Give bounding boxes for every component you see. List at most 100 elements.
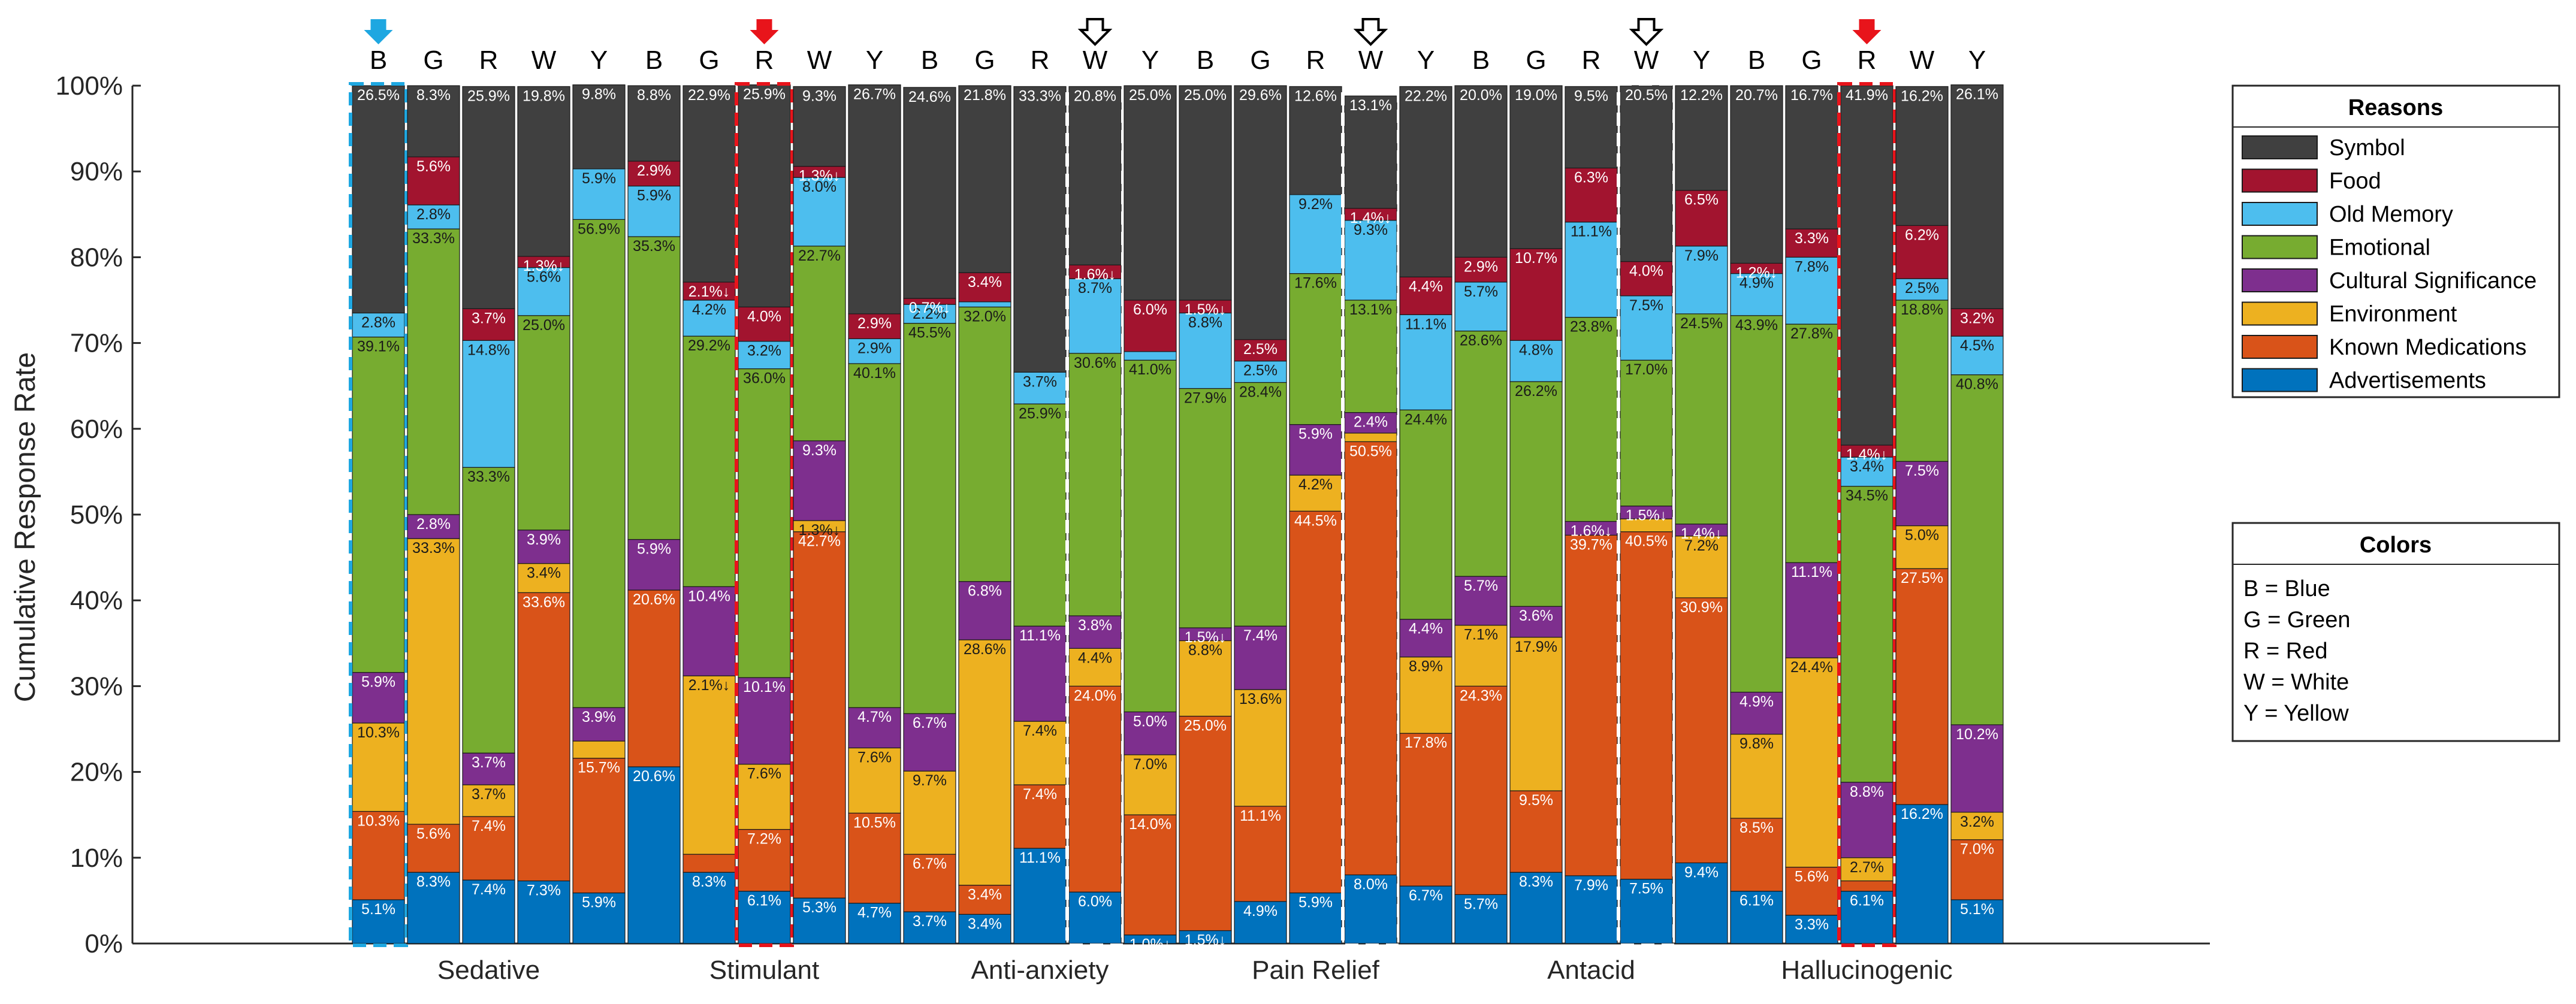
bar-group: Hallucinogenic6.1%8.5%9.8%4.9%43.9%4.9%1…: [1730, 19, 2004, 985]
data-label: 28.4%: [1239, 383, 1282, 400]
data-label: 25.9%: [743, 86, 786, 103]
data-label: 30.6%: [1074, 355, 1116, 371]
bar-segment: [1895, 525, 1949, 569]
data-label: 8.3%: [416, 873, 451, 890]
bar-segment: [958, 301, 1011, 308]
data-label: 2.5%: [1905, 280, 1939, 297]
bar-segment: [1179, 640, 1232, 717]
bar-group: Antacid 5.7% 24.3% 7.1% 5.7% 28.6% 5.7% 2.9% 20.…: [1454, 18, 1728, 985]
data-label: 19.8%: [523, 87, 565, 104]
color-letter: W: [1910, 46, 1935, 75]
bar-segment: [1730, 733, 1783, 819]
bar-segment: [1179, 715, 1232, 932]
legend-color-key: W = White: [2243, 670, 2349, 695]
data-label: 13.6%: [1239, 691, 1282, 707]
bar-segment: [793, 246, 846, 441]
data-label: 6.2%: [1905, 226, 1939, 243]
bar-segment: [1289, 424, 1342, 476]
data-label: 4.4%: [1409, 621, 1443, 637]
data-label: 5.9%: [637, 541, 671, 558]
data-label: 33.3%: [467, 468, 510, 485]
data-label: 56.9%: [578, 220, 620, 237]
data-label: 7.5%: [1905, 462, 1939, 479]
data-label: 20.6%: [633, 768, 675, 785]
bar-segment: [1785, 562, 1838, 658]
bar-segment: [1124, 814, 1177, 936]
data-label: 10.4%: [688, 588, 730, 604]
bar-segment: [407, 872, 460, 944]
data-label: 22.7%: [798, 247, 841, 264]
bar-segment: [1730, 818, 1783, 892]
stacked-bar: 6.1% 7.2% 7.6% 10.1% 36.0% 3.2% 4.0% 25.9% R: [735, 19, 794, 947]
y-tick-label: 60%: [70, 415, 123, 444]
group-label: Stimulant: [709, 955, 819, 985]
data-label: 1.5%↓: [1185, 629, 1226, 646]
bar-segment: [1344, 220, 1397, 301]
y-tick-label: 90%: [70, 157, 123, 186]
bar-segment: [1675, 597, 1728, 863]
bar-segment: [682, 675, 736, 855]
bar-segment: [1840, 85, 1894, 446]
data-label: 1.4%↓: [1846, 446, 1888, 463]
legend-swatch: [2242, 168, 2318, 193]
y-tick-label: 0%: [84, 929, 123, 958]
color-letter: Y: [1417, 46, 1435, 75]
bar-segment: [1675, 85, 1728, 191]
data-label: 10.5%: [853, 814, 896, 831]
stacked-bar: 6.1% 2.7% 8.8% 34.5% 3.4%1.4%↓ 41.9% R: [1837, 19, 1896, 947]
bar-segment: [352, 672, 405, 724]
data-label: 6.1%: [1850, 893, 1884, 909]
y-tick-label: 40%: [70, 586, 123, 615]
bar-segment: [1289, 474, 1342, 512]
bar-segment: [572, 758, 626, 894]
bar-group: Anti-anxiety 3.7% 6.7% 9.7% 6.7% 45.5% 2.2%0.7…: [903, 18, 1177, 985]
data-label: 20.6%: [633, 591, 675, 608]
data-label: 4.2%: [692, 301, 726, 318]
data-label: 33.6%: [523, 594, 565, 610]
bar-segment: [1068, 615, 1122, 649]
data-label: 9.3%: [1354, 222, 1388, 238]
bar-segment: [1620, 531, 1673, 880]
data-label: 3.2%: [1960, 310, 1994, 326]
data-label: 5.7%: [1464, 577, 1498, 594]
data-label: 33.3%: [412, 230, 455, 247]
data-label: 8.3%: [692, 873, 726, 890]
bar-segment: [1895, 804, 1949, 944]
bar-segment: [1675, 536, 1728, 598]
bar-segment: [1730, 315, 1783, 693]
bar-segment: [958, 885, 1011, 915]
data-label: 3.9%: [582, 709, 616, 725]
data-label: 28.6%: [1460, 332, 1502, 349]
bar-segment: [1509, 340, 1563, 382]
bar-segment: [903, 770, 956, 855]
legend-label: Known Medications: [2329, 335, 2527, 360]
data-label: 29.2%: [688, 337, 730, 354]
data-label: 7.5%: [1629, 297, 1663, 314]
data-label: 13.1%: [1349, 97, 1392, 114]
bar-segment: [1124, 351, 1177, 361]
data-label: 44.5%: [1294, 512, 1337, 529]
legend-label: Food: [2329, 169, 2381, 194]
stacked-bar: 7.5% 40.5% 1.5%↓ 17.0% 7.5% 4.0% 20.5% W: [1617, 18, 1676, 947]
legend-label: Advertisements: [2329, 368, 2486, 394]
data-label: 9.4%: [1684, 864, 1719, 881]
bar-segment: [903, 713, 956, 772]
color-letter: G: [974, 46, 995, 75]
data-label: 20.0%: [1460, 87, 1502, 104]
bar-segment: [1013, 371, 1067, 404]
data-label: 13.1%: [1349, 301, 1392, 318]
legend-color-key: G = Green: [2243, 607, 2350, 633]
bar-segment: [517, 880, 570, 944]
bar-segment: [462, 467, 515, 754]
legend-label: Old Memory: [2329, 202, 2453, 227]
color-letter: R: [1858, 46, 1877, 75]
stacked-bar: 4.7% 10.5% 7.6% 4.7% 40.1% 2.9% 2.9% 26.7% Y: [848, 46, 901, 944]
color-letter: R: [1031, 46, 1050, 75]
bar-segment: [517, 530, 570, 564]
bar-segment: [1013, 848, 1067, 944]
bar-segment: [627, 85, 681, 162]
stacked-bar: 6.1%8.5%9.8%4.9%43.9%4.9%1.2%↓20.7%B: [1730, 46, 1783, 944]
bar-segment: [407, 824, 460, 873]
highlight-box: [1617, 82, 1676, 947]
bar-segment: [1454, 685, 1508, 895]
